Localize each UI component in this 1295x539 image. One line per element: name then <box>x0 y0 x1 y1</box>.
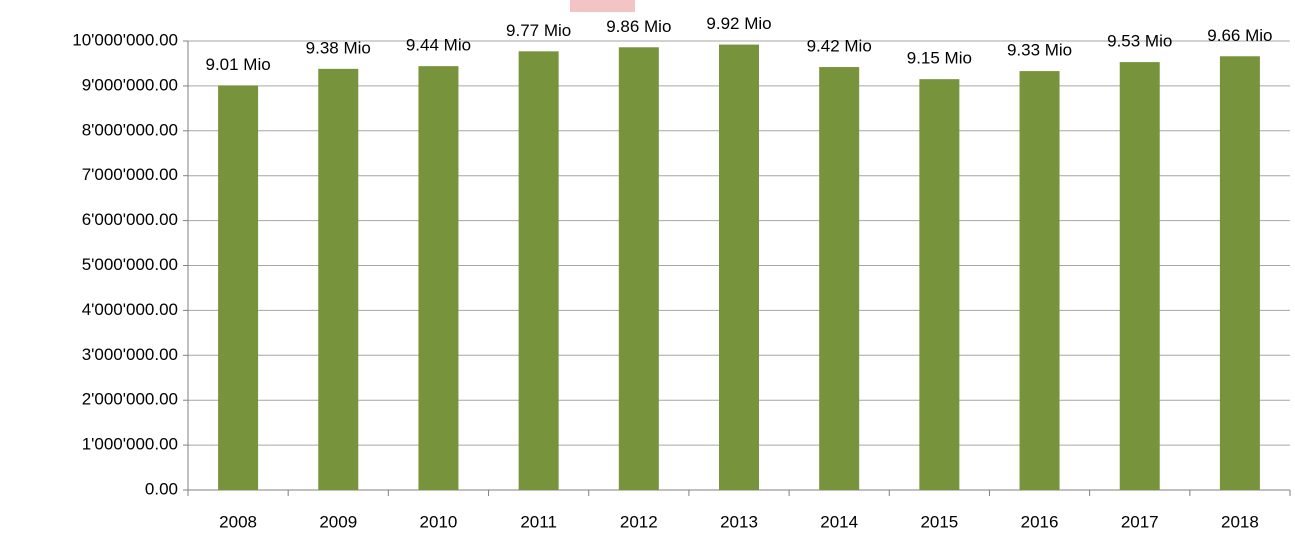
y-tick-label: 9'000'000.00 <box>82 75 178 94</box>
y-tick-label: 6'000'000.00 <box>82 210 178 229</box>
value-label: 9.66 Mio <box>1207 26 1272 45</box>
y-tick-label: 7'000'000.00 <box>82 165 178 184</box>
x-tick-label: 2010 <box>420 512 458 531</box>
value-label: 9.53 Mio <box>1107 32 1172 51</box>
x-tick-label: 2011 <box>520 512 557 531</box>
x-tick-label: 2015 <box>920 512 958 531</box>
y-tick-label: 5'000'000.00 <box>82 255 178 274</box>
y-tick-label: 3'000'000.00 <box>82 345 178 364</box>
bar <box>218 85 259 491</box>
bar <box>1119 62 1160 491</box>
value-label: 9.77 Mio <box>506 21 571 40</box>
x-tick-label: 2017 <box>1121 512 1159 531</box>
x-tick-label: 2013 <box>720 512 758 531</box>
x-tick-label: 2008 <box>219 512 257 531</box>
value-label: 9.44 Mio <box>406 36 471 55</box>
y-tick-label: 0.00 <box>145 479 178 498</box>
value-label: 9.42 Mio <box>807 37 872 56</box>
value-label: 9.15 Mio <box>907 49 972 68</box>
x-tick-label: 2012 <box>620 512 658 531</box>
y-tick-label: 8'000'000.00 <box>82 120 178 139</box>
bar <box>618 47 659 490</box>
x-tick-label: 2014 <box>820 512 858 531</box>
bar <box>719 44 759 490</box>
y-tick-label: 1'000'000.00 <box>82 435 178 454</box>
value-label: 9.38 Mio <box>306 38 371 57</box>
x-tick-label: 2009 <box>319 512 357 531</box>
bar <box>1019 71 1060 490</box>
bar <box>318 68 359 490</box>
bar <box>418 66 459 491</box>
value-label: 9.33 Mio <box>1007 41 1072 60</box>
bar <box>1219 56 1260 491</box>
value-label: 9.92 Mio <box>706 14 771 33</box>
x-tick-label: 2018 <box>1221 512 1259 531</box>
y-tick-label: 10'000'000.00 <box>72 30 178 49</box>
x-tick-label: 2016 <box>1021 512 1059 531</box>
bar <box>819 67 860 491</box>
value-label: 9.01 Mio <box>205 55 270 74</box>
decoration <box>570 0 635 12</box>
y-tick-label: 4'000'000.00 <box>82 300 178 319</box>
bar <box>518 51 559 491</box>
y-tick-label: 2'000'000.00 <box>82 390 178 409</box>
value-label: 9.86 Mio <box>606 17 671 36</box>
bar <box>919 79 960 490</box>
